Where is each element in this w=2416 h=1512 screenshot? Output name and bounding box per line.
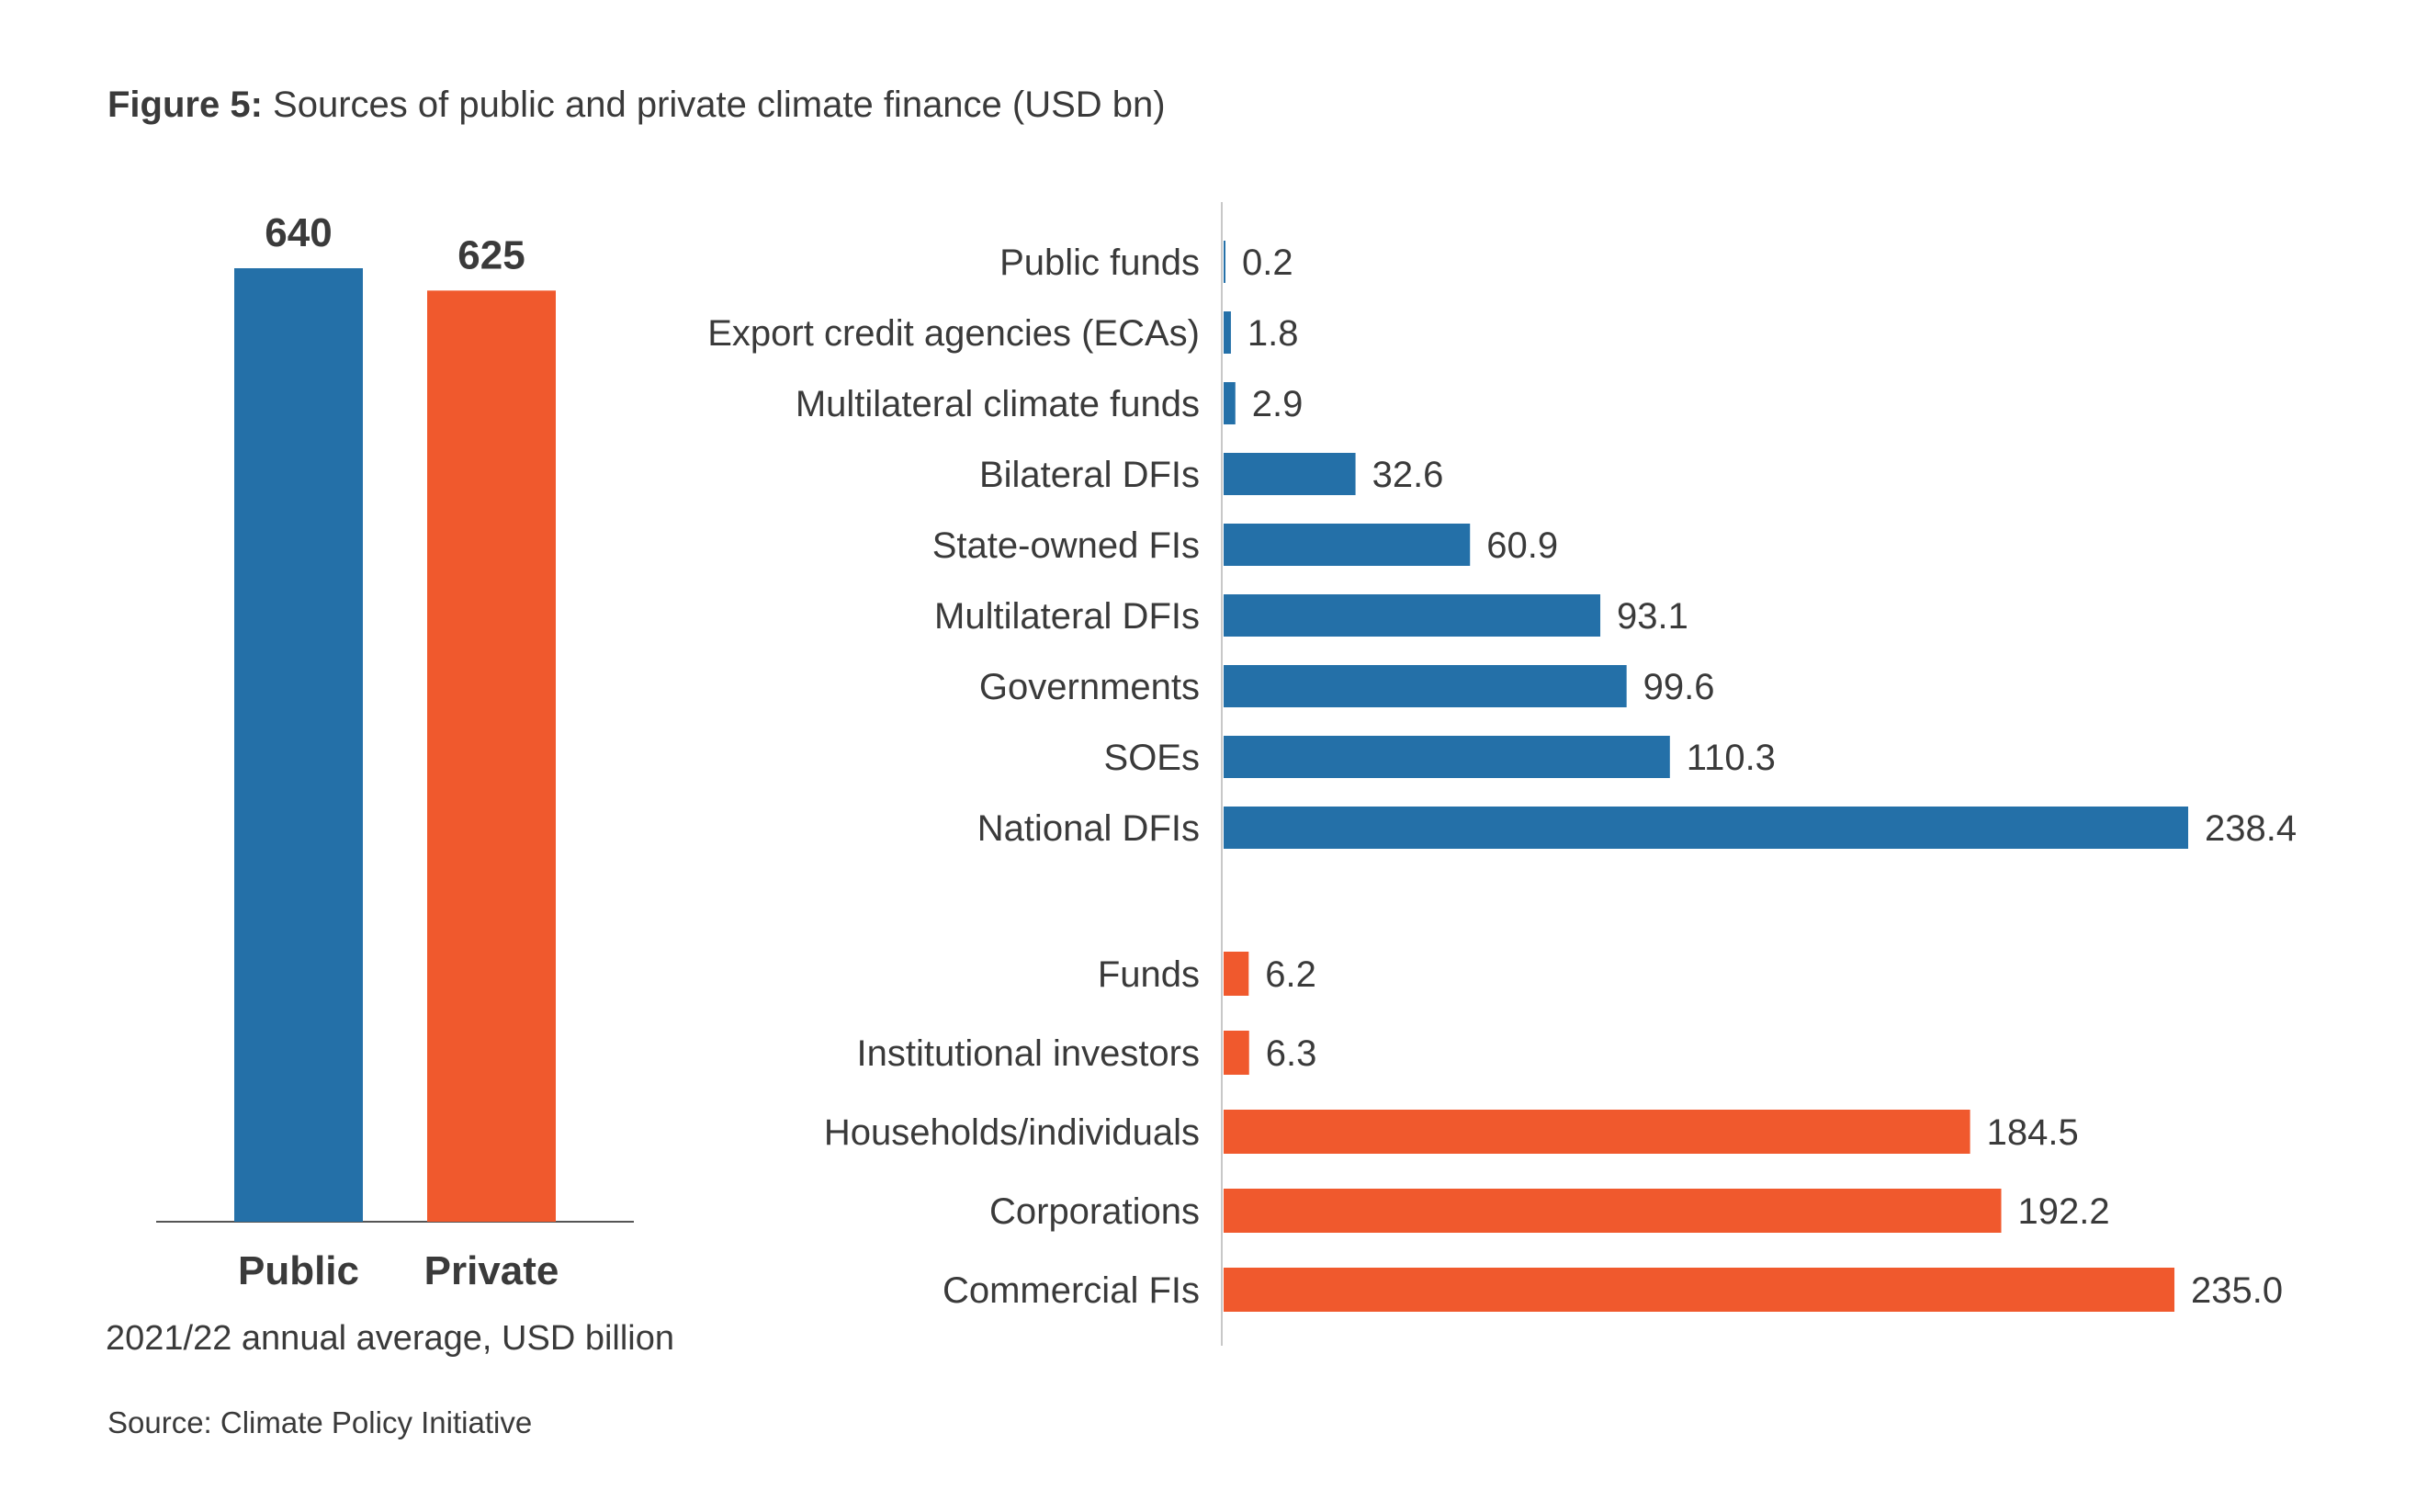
data-label-corporations: 192.2 [2018,1191,2110,1232]
data-label-public: 640 [265,210,332,255]
category-label-multilateral-dfis: Multilateral DFIs [934,596,1200,637]
category-label-state-owned-fis: State-owned FIs [932,525,1200,566]
data-label-state-owned-fis: 60.9 [1486,525,1558,566]
data-label-funds: 6.2 [1265,954,1316,995]
category-label-funds: Funds [1098,954,1200,995]
bar-institutional-investors [1224,1031,1249,1075]
category-label-public-funds: Public funds [999,243,1200,283]
bar-multilateral-climate-funds [1224,382,1236,424]
category-label-soes: SOEs [1104,738,1200,778]
category-label-households-individuals: Households/individuals [824,1112,1200,1153]
data-label-export-credit-agencies-ecas: 1.8 [1248,313,1299,354]
data-label-bilateral-dfis: 32.6 [1372,455,1444,495]
bar-national-dfis [1224,807,2188,849]
sources-breakdown-chart: Public funds 0.2 Export credit agencies (E… [707,202,2297,1346]
category-label-private: Private [424,1248,559,1293]
data-label-commercial-fis: 235.0 [2191,1270,2283,1311]
category-label-multilateral-climate-funds: Multilateral climate funds [796,384,1200,424]
public-private-totals-chart: 640 Public 625 Private [156,210,634,1293]
data-label-national-dfis: 238.4 [2205,808,2297,849]
category-label-institutional-investors: Institutional investors [856,1033,1200,1074]
category-label-bilateral-dfis: Bilateral DFIs [979,455,1200,495]
data-label-multilateral-climate-funds: 2.9 [1252,384,1304,424]
data-label-soes: 110.3 [1687,738,1776,778]
data-label-institutional-investors: 6.3 [1266,1033,1317,1074]
figure-title-text: Sources of public and private climate fi… [273,85,1166,125]
category-label-national-dfis: National DFIs [977,808,1200,849]
figure-label: Figure 5: [107,85,263,125]
data-label-public-funds: 0.2 [1242,243,1293,283]
chart-title: Figure 5: Sources of public and private … [107,85,1166,126]
category-label-corporations: Corporations [989,1191,1200,1232]
bar-soes [1224,736,1670,778]
chart-note: 2021/22 annual average, USD billion [106,1319,674,1358]
bar-public-funds [1224,241,1225,283]
bar-public [234,268,363,1222]
data-label-households-individuals: 184.5 [1987,1112,2079,1153]
bar-funds [1224,952,1249,996]
category-label-public: Public [238,1248,359,1293]
bar-corporations [1224,1189,2002,1233]
bar-governments [1224,665,1627,707]
data-label-private: 625 [457,232,525,277]
bar-multilateral-dfis [1224,594,1601,637]
category-label-export-credit-agencies-ecas: Export credit agencies (ECAs) [707,313,1200,354]
category-label-commercial-fis: Commercial FIs [943,1270,1200,1311]
bar-commercial-fis [1224,1268,2175,1312]
source-note: Source: Climate Policy Initiative [107,1405,533,1439]
bar-private [427,290,556,1222]
bar-bilateral-dfis [1224,453,1356,495]
bar-state-owned-fis [1224,524,1471,566]
data-label-multilateral-dfis: 93.1 [1617,596,1688,637]
bar-households-individuals [1224,1110,1970,1154]
bar-export-credit-agencies-ecas [1224,311,1231,354]
data-label-governments: 99.6 [1643,667,1715,707]
category-label-governments: Governments [979,667,1200,707]
